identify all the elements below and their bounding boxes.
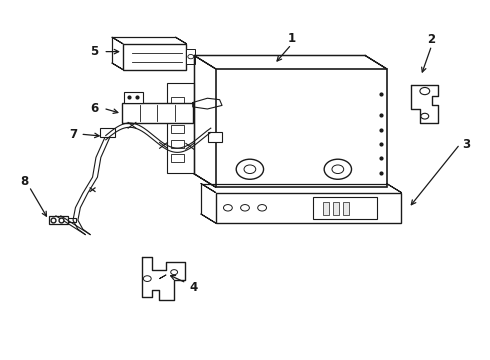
Text: 1: 1 xyxy=(287,32,295,45)
Bar xyxy=(171,126,184,134)
Circle shape xyxy=(421,113,429,119)
Bar xyxy=(122,103,193,123)
Bar xyxy=(171,140,184,148)
Bar xyxy=(323,202,329,215)
Circle shape xyxy=(324,159,351,179)
Bar xyxy=(208,132,222,142)
Bar xyxy=(186,49,195,64)
Circle shape xyxy=(188,54,194,59)
Circle shape xyxy=(258,204,267,211)
Circle shape xyxy=(244,165,256,174)
Bar xyxy=(216,69,387,187)
Circle shape xyxy=(171,270,177,275)
Circle shape xyxy=(420,87,430,95)
Text: 8: 8 xyxy=(20,175,28,188)
Text: 4: 4 xyxy=(190,281,198,294)
Circle shape xyxy=(223,204,232,211)
Circle shape xyxy=(144,276,151,282)
Bar xyxy=(171,154,184,162)
Bar xyxy=(100,128,115,136)
Bar xyxy=(124,92,143,103)
Bar xyxy=(343,202,348,215)
Bar xyxy=(216,193,401,223)
Bar xyxy=(68,218,76,222)
Bar xyxy=(171,97,184,105)
Bar xyxy=(333,202,339,215)
Text: 5: 5 xyxy=(90,45,98,58)
Text: 7: 7 xyxy=(69,127,77,141)
Bar xyxy=(171,111,184,119)
Bar xyxy=(314,197,377,219)
Text: 3: 3 xyxy=(462,138,470,150)
Bar xyxy=(49,216,68,224)
Circle shape xyxy=(332,165,343,174)
Circle shape xyxy=(236,159,264,179)
Bar xyxy=(123,44,186,69)
Bar xyxy=(167,83,194,173)
Circle shape xyxy=(241,204,249,211)
Text: 2: 2 xyxy=(428,33,436,46)
Text: 6: 6 xyxy=(90,102,98,115)
